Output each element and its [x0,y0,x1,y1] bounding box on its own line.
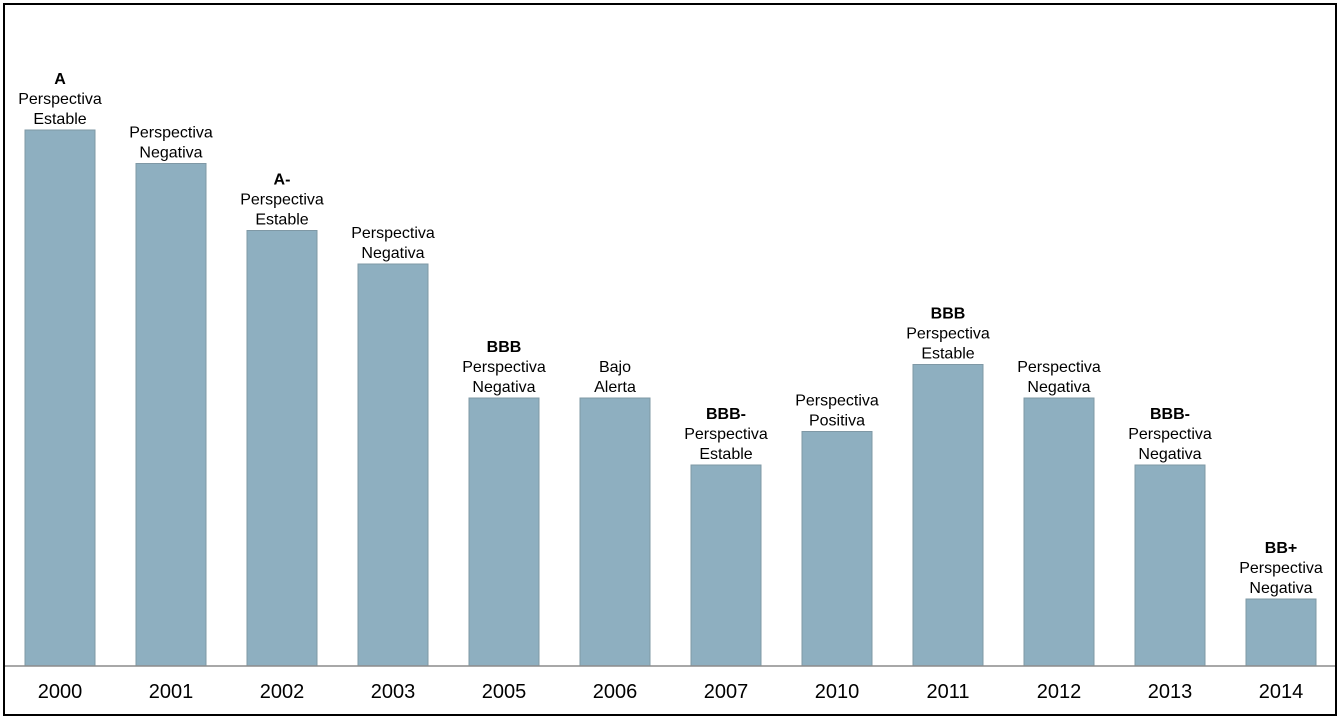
x-tick-label-2007: 2007 [704,681,749,703]
data-label-2012-line-0: Perspectiva [1017,359,1101,376]
data-label-2003-line-0: Perspectiva [351,225,435,242]
data-label-2013-line-0: Perspectiva [1128,426,1212,443]
bar-2014 [1245,598,1317,667]
bar-2001 [135,163,207,667]
data-label-2000-rating: A [54,71,66,88]
data-label-2014-line-1: Negativa [1249,580,1312,597]
x-tick-label-2003: 2003 [371,681,416,703]
x-tick-label-2006: 2006 [593,681,638,703]
bar-2006 [579,397,651,667]
data-label-2011-rating: BBB [931,306,966,323]
data-label-2002-rating: A- [274,172,291,189]
data-label-2014-line-0: Perspectiva [1239,560,1323,577]
data-label-2000-line-1: Estable [33,111,86,128]
data-label-2011-line-0: Perspectiva [906,326,990,343]
data-label-2010-line-0: Perspectiva [795,393,879,410]
data-label-2010-line-1: Positiva [809,413,865,430]
x-tick-label-2012: 2012 [1037,681,1082,703]
x-tick-label-2014: 2014 [1259,681,1304,703]
data-labels-group: A Perspectiva Estable Perspectiva Negativa A-… [18,71,1323,597]
data-label-2003-line-1: Negativa [361,245,424,262]
data-label-2013-line-1: Negativa [1138,446,1201,463]
bar-2010 [801,431,873,667]
x-tick-labels-group: 2000 2001 2002 2003 2005 2006 2007 2010 2011 2012… [38,681,1304,703]
bar-2003 [357,263,429,667]
data-label-2006-line-0: Bajo [599,359,631,376]
data-label-2001-line-0: Perspectiva [129,125,213,142]
bars-group [24,129,1317,667]
data-label-2007-rating: BBB- [706,406,746,423]
data-label-2007-line-0: Perspectiva [684,426,768,443]
data-label-2012-line-1: Negativa [1027,379,1090,396]
x-tick-label-2002: 2002 [260,681,305,703]
x-tick-label-2001: 2001 [149,681,194,703]
bar-2011 [912,364,984,667]
x-tick-label-2005: 2005 [482,681,527,703]
data-label-2002-line-1: Estable [255,212,308,229]
data-label-2011-line-1: Estable [921,346,974,363]
data-label-2013-rating: BBB- [1150,406,1190,423]
bar-2012 [1023,397,1095,667]
bar-2005 [468,397,540,667]
x-tick-label-2013: 2013 [1148,681,1193,703]
data-label-2001-line-1: Negativa [139,145,202,162]
data-label-2014-rating: BB+ [1265,540,1297,557]
bar-2002 [246,230,318,667]
bar-chart: A Perspectiva Estable Perspectiva Negativa A-… [5,71,1335,703]
data-label-2000-line-0: Perspectiva [18,91,102,108]
bar-2000 [24,129,96,667]
bar-2007 [690,464,762,667]
bar-2013 [1134,464,1206,667]
x-tick-label-2010: 2010 [815,681,860,703]
data-label-2005-line-0: Perspectiva [462,359,546,376]
data-label-2006-line-1: Alerta [594,379,636,396]
chart-frame: A Perspectiva Estable Perspectiva Negativa A-… [3,3,1337,716]
data-label-2005-rating: BBB [487,339,522,356]
x-tick-label-2011: 2011 [926,681,969,703]
data-label-2005-line-1: Negativa [472,379,535,396]
data-label-2007-line-1: Estable [699,446,752,463]
x-tick-label-2000: 2000 [38,681,83,703]
data-label-2002-line-0: Perspectiva [240,192,324,209]
